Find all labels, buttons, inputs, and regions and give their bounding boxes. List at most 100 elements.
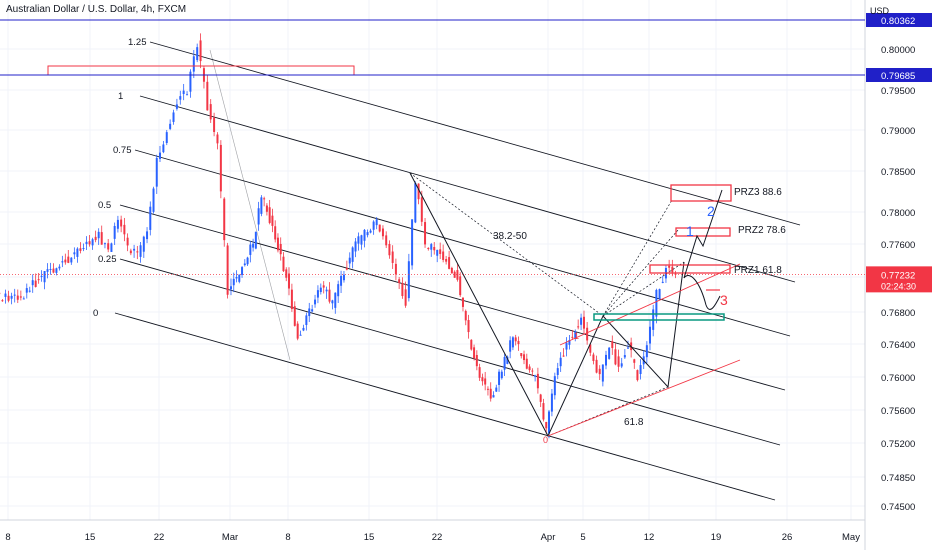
candle-body <box>574 331 577 339</box>
time-tick-label-11: 26 <box>782 532 793 543</box>
candle-body <box>436 249 439 256</box>
candle-body <box>91 239 94 246</box>
candle-body <box>595 359 598 373</box>
candle-body <box>514 337 517 342</box>
candle-body <box>658 289 661 300</box>
channel-edge <box>209 49 291 361</box>
candle-body <box>314 299 317 305</box>
candle-body <box>55 268 58 273</box>
candle-body <box>271 215 274 226</box>
candle-body <box>252 243 255 248</box>
price-line-tag-1 <box>866 68 932 82</box>
candle-body <box>159 152 161 159</box>
candle-body <box>4 293 7 297</box>
candle-body <box>467 320 470 333</box>
candle-body <box>243 263 246 266</box>
channel-level-label-4: 0.25 <box>98 254 117 265</box>
price-tick-label-7: 0.76800 <box>881 308 915 319</box>
candle-body <box>136 251 139 253</box>
candle-body <box>34 280 37 287</box>
channel-level-label-5: 0 <box>93 308 98 319</box>
candle-body <box>94 236 97 241</box>
candle-body <box>424 222 427 245</box>
candle-body <box>97 231 100 239</box>
candle-body <box>103 243 106 245</box>
prz1-box <box>649 264 731 274</box>
channel-level-label-0: 1.25 <box>128 37 147 48</box>
candle-body <box>316 290 319 298</box>
price-tick-label-3: 0.78500 <box>881 167 915 178</box>
candle-body <box>614 349 617 365</box>
candle-body <box>265 205 268 212</box>
candle-body <box>16 295 19 300</box>
candle-body <box>414 183 417 223</box>
candle-body <box>31 280 34 286</box>
time-tick-label-7: Apr <box>541 532 556 543</box>
candle-body <box>82 248 85 250</box>
candle-body <box>328 289 331 302</box>
time-tick-label-0: 8 <box>5 532 10 543</box>
candle-body <box>633 359 636 363</box>
supply-zone-box <box>47 65 355 76</box>
candle-body <box>206 81 209 111</box>
candle-body <box>391 251 394 263</box>
channel-level-label-3: 0.5 <box>98 200 111 211</box>
candles <box>0 33 677 439</box>
candle-body <box>226 245 229 295</box>
candle-body <box>129 250 132 254</box>
candle-body <box>100 232 103 245</box>
candle-body <box>182 90 185 95</box>
candle-body <box>40 275 43 277</box>
candle-body <box>381 228 384 237</box>
red-channel-upper <box>559 263 741 346</box>
red-channel-lower <box>547 359 741 437</box>
candle-body <box>592 354 595 361</box>
candle-body <box>64 259 67 263</box>
candle-body <box>49 268 52 270</box>
price-tick-label-4: 0.78000 <box>881 208 915 219</box>
price-tick-label-1: 0.79500 <box>881 86 915 97</box>
candle-body <box>322 285 325 288</box>
candle-body <box>196 47 199 61</box>
candle-body <box>70 257 73 263</box>
candle-body <box>498 371 501 385</box>
candle-body <box>366 232 369 236</box>
candle-body <box>398 279 401 283</box>
candle-body <box>79 248 82 251</box>
candle-body <box>360 235 363 245</box>
pivot-0-label: 0 <box>543 435 548 445</box>
candle-body <box>545 421 548 429</box>
candle-body <box>565 342 568 350</box>
prz2-dotted <box>602 229 679 317</box>
candle-body <box>550 393 553 412</box>
candle-body <box>169 123 172 129</box>
candle-body <box>110 243 113 252</box>
time-tick-label-9: 12 <box>644 532 655 543</box>
candle-body <box>354 241 357 252</box>
candle-body <box>478 367 481 378</box>
candle-body <box>325 289 328 292</box>
candle-body <box>511 337 514 348</box>
candle-body <box>263 198 266 200</box>
candle-body <box>126 237 129 246</box>
channel-line-1 <box>139 95 796 283</box>
price-tick-label-5: 0.77600 <box>881 240 915 251</box>
price-tick-label-10: 0.75600 <box>881 406 915 417</box>
candle-body <box>417 183 420 200</box>
candle-body <box>319 287 322 293</box>
channel-line-3 <box>119 204 786 391</box>
candle-body <box>219 144 222 192</box>
wave-1-label: 1 <box>686 223 694 239</box>
candle-body <box>162 144 165 153</box>
candle-body <box>649 326 651 344</box>
candle-body <box>583 316 585 329</box>
candle-body <box>351 247 354 262</box>
candle-body <box>608 347 611 359</box>
candle-body <box>475 355 478 367</box>
candle-body <box>407 261 410 299</box>
time-tick-label-3: Mar <box>222 532 238 543</box>
candle-body <box>369 230 372 233</box>
candle-body <box>276 237 279 251</box>
